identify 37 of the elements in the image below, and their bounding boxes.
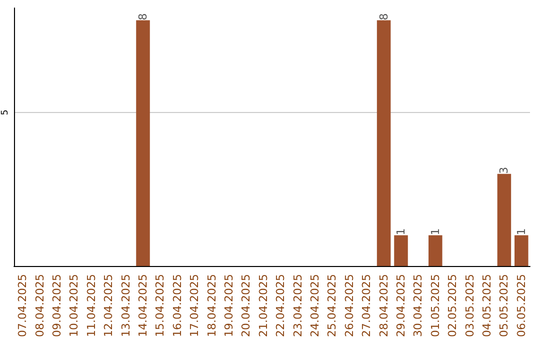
x-tick-label: 20.04.2025	[240, 274, 253, 338]
x-tick-label: 14.04.2025	[136, 274, 150, 338]
x-tick-label: 09.04.2025	[50, 274, 64, 338]
x-tick-label: 08.04.2025	[33, 274, 46, 338]
x-tick-label: 23.04.2025	[291, 274, 304, 338]
x-tick-label: 17.04.2025	[188, 274, 202, 338]
x-tick-label: 25.04.2025	[326, 274, 339, 338]
x-tick-label: 13.04.2025	[119, 274, 132, 338]
x-tick-label: 24.04.2025	[308, 274, 322, 338]
x-tick-label: 22.04.2025	[274, 274, 288, 338]
x-tick-label: 29.04.2025	[394, 274, 408, 338]
x-tick-label: 30.04.2025	[412, 274, 425, 338]
x-tick-label: 12.04.2025	[102, 274, 116, 338]
x-tick-label: 18.04.2025	[205, 274, 218, 338]
data-label: 1	[428, 228, 442, 236]
x-tick-label: 06.05.2025	[514, 274, 528, 338]
x-tick-label: 05.05.2025	[498, 274, 511, 338]
data-label: 3	[498, 166, 511, 174]
x-tick-label: 21.04.2025	[256, 274, 270, 338]
data-label: 8	[136, 13, 150, 20]
data-label: 8	[377, 13, 390, 20]
x-tick-label: 03.05.2025	[463, 274, 476, 338]
x-tick-label: 01.05.2025	[428, 274, 442, 338]
x-tick-label: 19.04.2025	[222, 274, 236, 338]
y-tick-label: 5	[0, 110, 10, 116]
x-tick-label: 27.04.2025	[360, 274, 374, 338]
x-tick-label: 10.04.2025	[68, 274, 81, 338]
x-tick-label: 04.05.2025	[480, 274, 494, 338]
data-label: 1	[394, 228, 408, 236]
x-tick-label: 28.04.2025	[377, 274, 390, 338]
x-tick-label: 11.04.2025	[84, 274, 98, 338]
x-tick-label: 15.04.2025	[154, 274, 167, 338]
data-label: 1	[514, 228, 528, 236]
x-tick-label: 07.04.2025	[16, 274, 30, 338]
x-tick-label: 02.05.2025	[446, 274, 460, 338]
x-tick-label: 26.04.2025	[342, 274, 356, 338]
x-tick-label: 16.04.2025	[170, 274, 184, 338]
